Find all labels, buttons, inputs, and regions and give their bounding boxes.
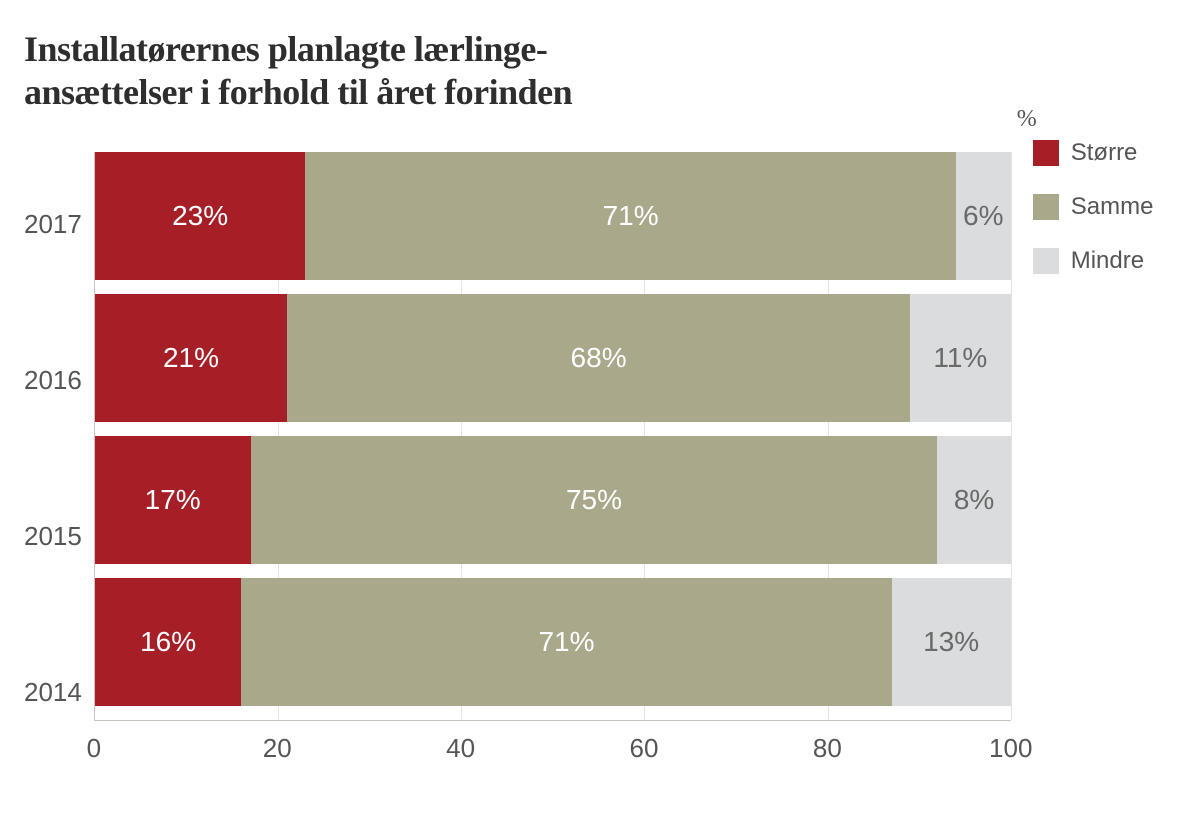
bar-segment-samme: 71%: [305, 152, 955, 280]
legend-item-storre: Større: [1033, 140, 1176, 166]
x-axis-tick: 0: [87, 733, 101, 764]
chart-title: Installatørernes planlagte lærlinge- ans…: [24, 28, 1176, 114]
bar-segment-samme: 71%: [241, 578, 891, 706]
legend-label: Samme: [1071, 195, 1154, 219]
bar-segment-samme: 75%: [251, 436, 938, 564]
x-axis-tick: 60: [630, 733, 659, 764]
bar-segment-mindre: 8%: [937, 436, 1010, 564]
bar-segment-storre: 21%: [95, 294, 287, 422]
bar-segment-storre: 16%: [95, 578, 242, 706]
x-axis: 020406080100: [94, 727, 1011, 773]
legend-swatch: [1033, 194, 1059, 220]
bar-row: 21%68%11%: [95, 294, 1011, 422]
bar-segment-mindre: 11%: [910, 294, 1011, 422]
bar-row: 17%75%8%: [95, 436, 1011, 564]
legend-label: Større: [1071, 141, 1138, 165]
bars-area: 23%71%6%21%68%11%17%75%8%16%71%13%: [94, 152, 1011, 721]
bar-segment-mindre: 6%: [956, 152, 1011, 280]
x-axis-tick: 80: [813, 733, 842, 764]
legend-swatch: [1033, 140, 1059, 166]
legend-item-samme: Samme: [1033, 194, 1176, 220]
x-axis-tick: 40: [446, 733, 475, 764]
bar-row: 23%71%6%: [95, 152, 1011, 280]
legend-item-mindre: Mindre: [1033, 248, 1176, 274]
legend: Større Samme Mindre: [1033, 140, 1176, 302]
legend-label: Mindre: [1071, 249, 1144, 273]
y-axis: 2017201620152014: [24, 146, 94, 770]
bar-segment-storre: 17%: [95, 436, 251, 564]
y-axis-label: 2014: [24, 614, 94, 770]
x-axis-tick: 20: [263, 733, 292, 764]
bar-segment-storre: 23%: [95, 152, 306, 280]
bar-row: 16%71%13%: [95, 578, 1011, 706]
x-axis-unit-label: %: [1017, 106, 1037, 133]
gridline: [1011, 152, 1012, 720]
bar-segment-samme: 68%: [287, 294, 910, 422]
y-axis-label: 2017: [24, 146, 94, 302]
y-axis-label: 2015: [24, 458, 94, 614]
y-axis-label: 2016: [24, 302, 94, 458]
chart-title-line1: Installatørernes planlagte lærlinge-: [24, 29, 547, 69]
legend-swatch: [1033, 248, 1059, 274]
plot-area: 23%71%6%21%68%11%17%75%8%16%71%13% % 020…: [94, 140, 1011, 773]
chart-container: 2017201620152014 23%71%6%21%68%11%17%75%…: [24, 140, 1176, 773]
chart-title-line2: ansættelser i forhold til året forinden: [24, 72, 572, 112]
bar-segment-mindre: 13%: [892, 578, 1011, 706]
x-axis-tick: 100: [989, 733, 1032, 764]
